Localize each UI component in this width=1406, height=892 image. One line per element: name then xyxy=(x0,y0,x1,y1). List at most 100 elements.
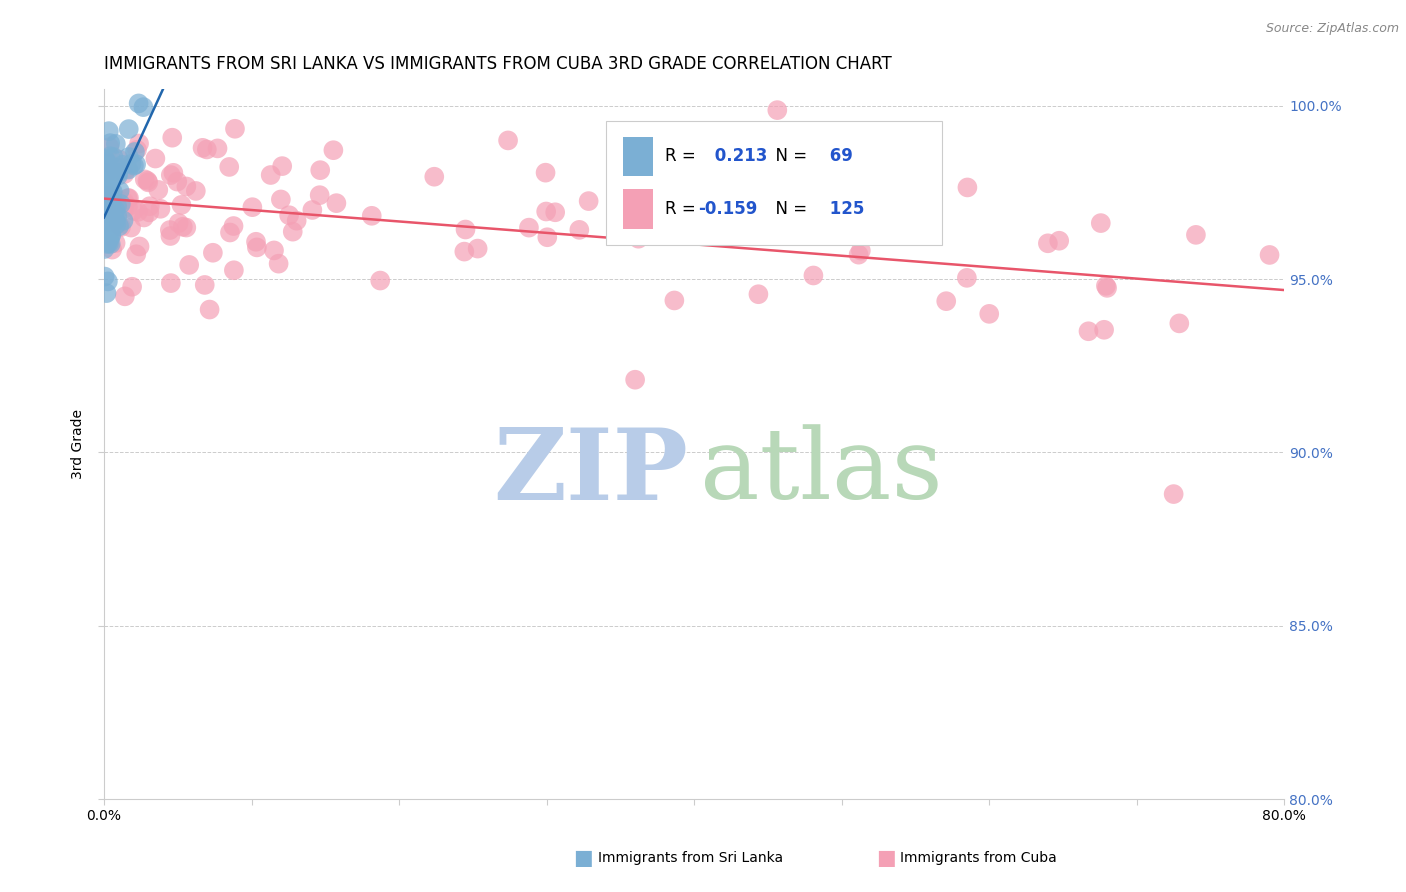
Point xyxy=(94,198,117,212)
Point xyxy=(96,188,118,202)
Point xyxy=(105,218,128,232)
Point xyxy=(100,228,122,243)
Point xyxy=(96,165,118,179)
Point xyxy=(110,197,132,211)
Point xyxy=(100,206,122,220)
Point xyxy=(453,244,475,259)
Point xyxy=(104,136,127,151)
Point xyxy=(718,228,741,243)
Point xyxy=(105,199,128,213)
Point xyxy=(128,136,150,151)
Point xyxy=(145,152,167,166)
Text: Source: ZipAtlas.com: Source: ZipAtlas.com xyxy=(1265,22,1399,36)
Point xyxy=(101,243,124,257)
Point xyxy=(101,196,124,211)
Point xyxy=(100,206,122,220)
Point xyxy=(517,220,540,235)
Point xyxy=(127,204,149,219)
Point xyxy=(98,208,121,222)
Point xyxy=(138,205,160,219)
Point xyxy=(104,161,127,175)
Point xyxy=(101,201,124,215)
Point xyxy=(240,200,263,214)
Point xyxy=(979,307,1001,321)
Point xyxy=(101,165,124,179)
Point xyxy=(125,157,148,171)
Point xyxy=(544,205,567,219)
Point xyxy=(125,143,148,157)
Point xyxy=(96,194,118,209)
Text: 69: 69 xyxy=(824,147,853,165)
Point xyxy=(100,171,122,186)
Point xyxy=(624,373,647,387)
Point xyxy=(104,164,127,178)
Point xyxy=(112,202,135,216)
Point xyxy=(207,141,229,155)
Point xyxy=(93,269,115,284)
Point xyxy=(96,169,118,183)
Point xyxy=(103,216,125,230)
Point xyxy=(222,263,245,277)
Point xyxy=(301,202,323,217)
Point xyxy=(568,223,591,237)
Point xyxy=(285,213,308,227)
Point xyxy=(128,239,150,253)
Point xyxy=(104,203,127,218)
Y-axis label: 3rd Grade: 3rd Grade xyxy=(72,409,86,479)
Point xyxy=(766,103,789,117)
Point xyxy=(270,193,292,207)
Point xyxy=(664,293,686,308)
Point xyxy=(762,171,785,186)
Point xyxy=(98,201,121,215)
Point xyxy=(97,124,120,138)
FancyBboxPatch shape xyxy=(623,189,652,228)
Text: R =: R = xyxy=(665,147,700,165)
Point xyxy=(278,208,301,222)
Point xyxy=(107,166,129,180)
Text: -0.159: -0.159 xyxy=(697,200,756,218)
Point xyxy=(360,209,382,223)
Point xyxy=(149,202,172,216)
Point xyxy=(176,179,198,194)
Point xyxy=(121,279,143,293)
Text: atlas: atlas xyxy=(700,425,943,520)
Point xyxy=(97,231,120,245)
Text: 125: 125 xyxy=(824,200,865,218)
Point xyxy=(105,166,128,180)
Point xyxy=(803,268,825,283)
Point xyxy=(125,247,148,261)
Point xyxy=(122,159,145,173)
Point xyxy=(100,227,122,242)
Point xyxy=(97,212,120,227)
Point xyxy=(172,219,194,234)
Point xyxy=(108,219,131,234)
Point xyxy=(136,174,159,188)
Point xyxy=(1036,236,1059,251)
Point xyxy=(93,164,115,178)
Point xyxy=(132,211,155,225)
Point xyxy=(956,270,979,285)
Point xyxy=(97,236,120,251)
Point xyxy=(98,199,121,213)
Point xyxy=(110,219,132,234)
Point xyxy=(167,216,190,230)
Point xyxy=(534,204,557,219)
Point xyxy=(162,166,184,180)
Text: R =: R = xyxy=(665,200,700,218)
Point xyxy=(496,133,519,147)
Point xyxy=(627,232,650,246)
Point xyxy=(1258,248,1281,262)
Point xyxy=(534,166,557,180)
Point xyxy=(96,185,118,199)
Point xyxy=(1090,216,1112,230)
Point xyxy=(114,289,136,303)
Point xyxy=(93,186,115,200)
Point xyxy=(309,163,332,178)
Point xyxy=(94,177,117,191)
Text: 0.213: 0.213 xyxy=(710,147,768,165)
Point xyxy=(100,213,122,227)
Point xyxy=(747,287,769,301)
Point xyxy=(114,195,136,210)
Point xyxy=(103,206,125,220)
Point xyxy=(136,175,159,189)
